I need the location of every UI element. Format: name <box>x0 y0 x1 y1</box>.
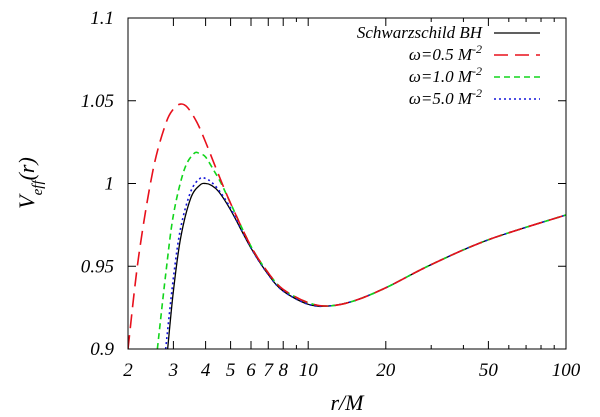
y-tick-label: 1 <box>105 174 115 195</box>
x-tick-label: 100 <box>552 360 581 381</box>
legend: Schwarzschild BHω=0.5 M-2ω=1.0 M-2ω=5.0 … <box>357 23 540 108</box>
y-axis-title-rest: (r) <box>14 157 39 180</box>
x-tick-label: 20 <box>376 360 396 381</box>
y-axis-title: Veff(r) <box>14 157 46 209</box>
x-tick-label: 4 <box>201 360 211 381</box>
x-tick-label: 50 <box>479 360 499 381</box>
y-axis-title-main: V <box>14 193 39 209</box>
series-line-4 <box>164 176 566 349</box>
series-line-3 <box>156 151 566 349</box>
series-line-2 <box>128 103 566 349</box>
legend-label: Schwarzschild BH <box>357 23 484 42</box>
y-axis: 0.9 0.95 1 1.05 1.1 <box>81 8 566 360</box>
x-tick-label: 6 <box>246 360 256 381</box>
x-tick-label: 2 <box>123 360 133 381</box>
x-axis-title-text: r/M <box>331 390 366 415</box>
x-tick-label: 8 <box>278 360 288 381</box>
legend-label: ω=0.5 M-2 <box>409 42 482 64</box>
x-axis-title: r/M <box>331 390 366 415</box>
series-curves <box>128 103 566 349</box>
legend-label: ω=1.0 M-2 <box>409 64 482 86</box>
series-line-1 <box>167 182 566 349</box>
y-tick-label: 1.1 <box>90 8 114 29</box>
x-tick-label: 5 <box>226 360 236 381</box>
x-axis: 2 3 4 5 6 7 8 10 20 50 100 <box>123 18 581 381</box>
y-tick-label: 1.05 <box>81 91 114 112</box>
y-tick-label: 0.95 <box>81 256 114 277</box>
y-tick-label: 0.9 <box>90 339 114 360</box>
x-tick-label: 10 <box>299 360 319 381</box>
plot-frame <box>127 17 567 350</box>
x-tick-label: 7 <box>264 360 275 381</box>
x-tick-label: 3 <box>168 360 179 381</box>
legend-label: ω=5.0 M-2 <box>409 86 482 108</box>
y-axis-title-sub: eff <box>30 179 46 196</box>
